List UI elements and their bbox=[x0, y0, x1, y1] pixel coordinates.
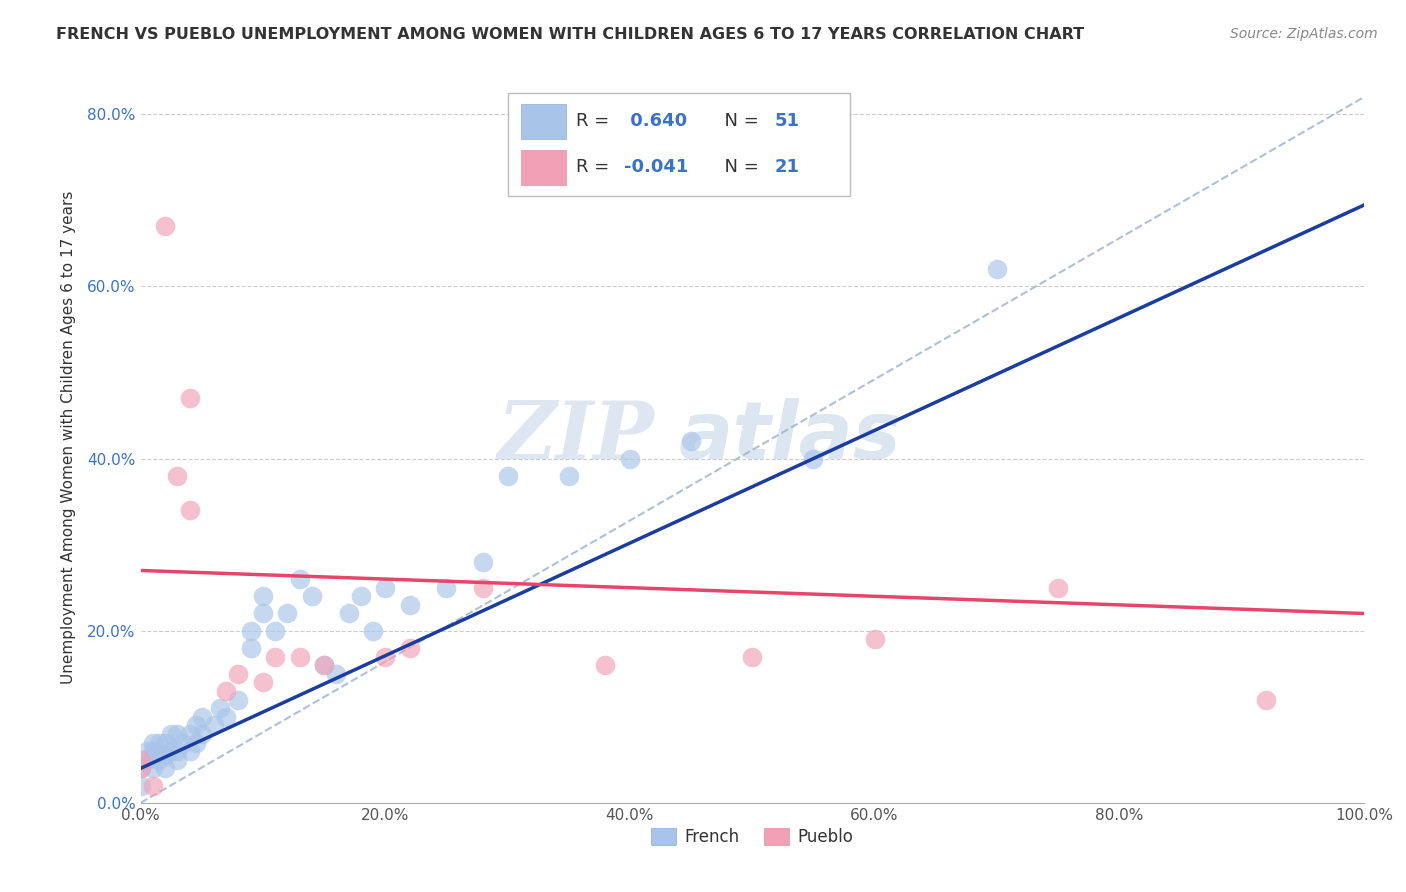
Point bbox=[595, 658, 617, 673]
Point bbox=[619, 451, 641, 466]
Y-axis label: Unemployment Among Women with Children Ages 6 to 17 years: Unemployment Among Women with Children A… bbox=[60, 190, 76, 684]
Point bbox=[312, 658, 335, 673]
Point bbox=[276, 607, 298, 621]
Point bbox=[1254, 692, 1277, 706]
Point bbox=[472, 555, 495, 569]
Point bbox=[215, 710, 238, 724]
Text: atlas: atlas bbox=[679, 398, 901, 476]
Point bbox=[239, 640, 262, 655]
Point bbox=[1046, 581, 1069, 595]
Text: ZIP: ZIP bbox=[498, 399, 654, 475]
Point bbox=[142, 744, 165, 758]
Point bbox=[135, 753, 157, 767]
Point bbox=[361, 624, 384, 638]
Point bbox=[557, 468, 581, 483]
Point bbox=[215, 684, 238, 698]
Point bbox=[312, 658, 335, 673]
Point bbox=[496, 468, 519, 483]
Point bbox=[160, 727, 183, 741]
Point bbox=[398, 598, 420, 612]
Point bbox=[166, 468, 188, 483]
Point bbox=[803, 451, 825, 466]
Point bbox=[398, 640, 420, 655]
Point bbox=[179, 727, 201, 741]
Point bbox=[129, 761, 152, 775]
Point bbox=[142, 761, 165, 775]
Point bbox=[148, 735, 170, 749]
Point bbox=[202, 718, 225, 732]
Point bbox=[179, 503, 201, 517]
Point bbox=[252, 675, 274, 690]
Point bbox=[148, 753, 170, 767]
Point bbox=[166, 753, 188, 767]
Point bbox=[129, 761, 152, 775]
Point bbox=[436, 581, 458, 595]
Point bbox=[472, 581, 495, 595]
Point bbox=[179, 744, 201, 758]
Point bbox=[129, 753, 152, 767]
Point bbox=[325, 666, 347, 681]
Point bbox=[228, 692, 250, 706]
Text: FRENCH VS PUEBLO UNEMPLOYMENT AMONG WOMEN WITH CHILDREN AGES 6 TO 17 YEARS CORRE: FRENCH VS PUEBLO UNEMPLOYMENT AMONG WOME… bbox=[56, 27, 1084, 42]
Point bbox=[191, 710, 214, 724]
Point bbox=[191, 727, 214, 741]
Point bbox=[252, 607, 274, 621]
Point bbox=[681, 434, 703, 449]
Text: Source: ZipAtlas.com: Source: ZipAtlas.com bbox=[1230, 27, 1378, 41]
Point bbox=[209, 701, 232, 715]
Point bbox=[863, 632, 886, 647]
Point bbox=[264, 649, 287, 664]
Point bbox=[301, 589, 323, 603]
Point bbox=[160, 744, 183, 758]
Point bbox=[135, 744, 157, 758]
Point bbox=[153, 748, 176, 763]
Point bbox=[184, 735, 207, 749]
Legend: French, Pueblo: French, Pueblo bbox=[644, 822, 860, 853]
Point bbox=[288, 572, 311, 586]
Point bbox=[374, 649, 396, 664]
Point bbox=[153, 761, 176, 775]
Point bbox=[350, 589, 373, 603]
Point bbox=[741, 649, 763, 664]
Point bbox=[184, 718, 207, 732]
Point bbox=[166, 744, 188, 758]
Point bbox=[252, 589, 274, 603]
Point bbox=[986, 262, 1008, 277]
Point bbox=[288, 649, 311, 664]
Point bbox=[142, 735, 165, 749]
Point bbox=[153, 219, 176, 234]
Point bbox=[228, 666, 250, 681]
Point bbox=[153, 735, 176, 749]
Point bbox=[166, 727, 188, 741]
Point bbox=[337, 607, 360, 621]
Point bbox=[179, 392, 201, 406]
Point bbox=[172, 735, 194, 749]
Point bbox=[264, 624, 287, 638]
Point bbox=[129, 779, 152, 793]
Point bbox=[374, 581, 396, 595]
Point bbox=[239, 624, 262, 638]
Point bbox=[142, 779, 165, 793]
